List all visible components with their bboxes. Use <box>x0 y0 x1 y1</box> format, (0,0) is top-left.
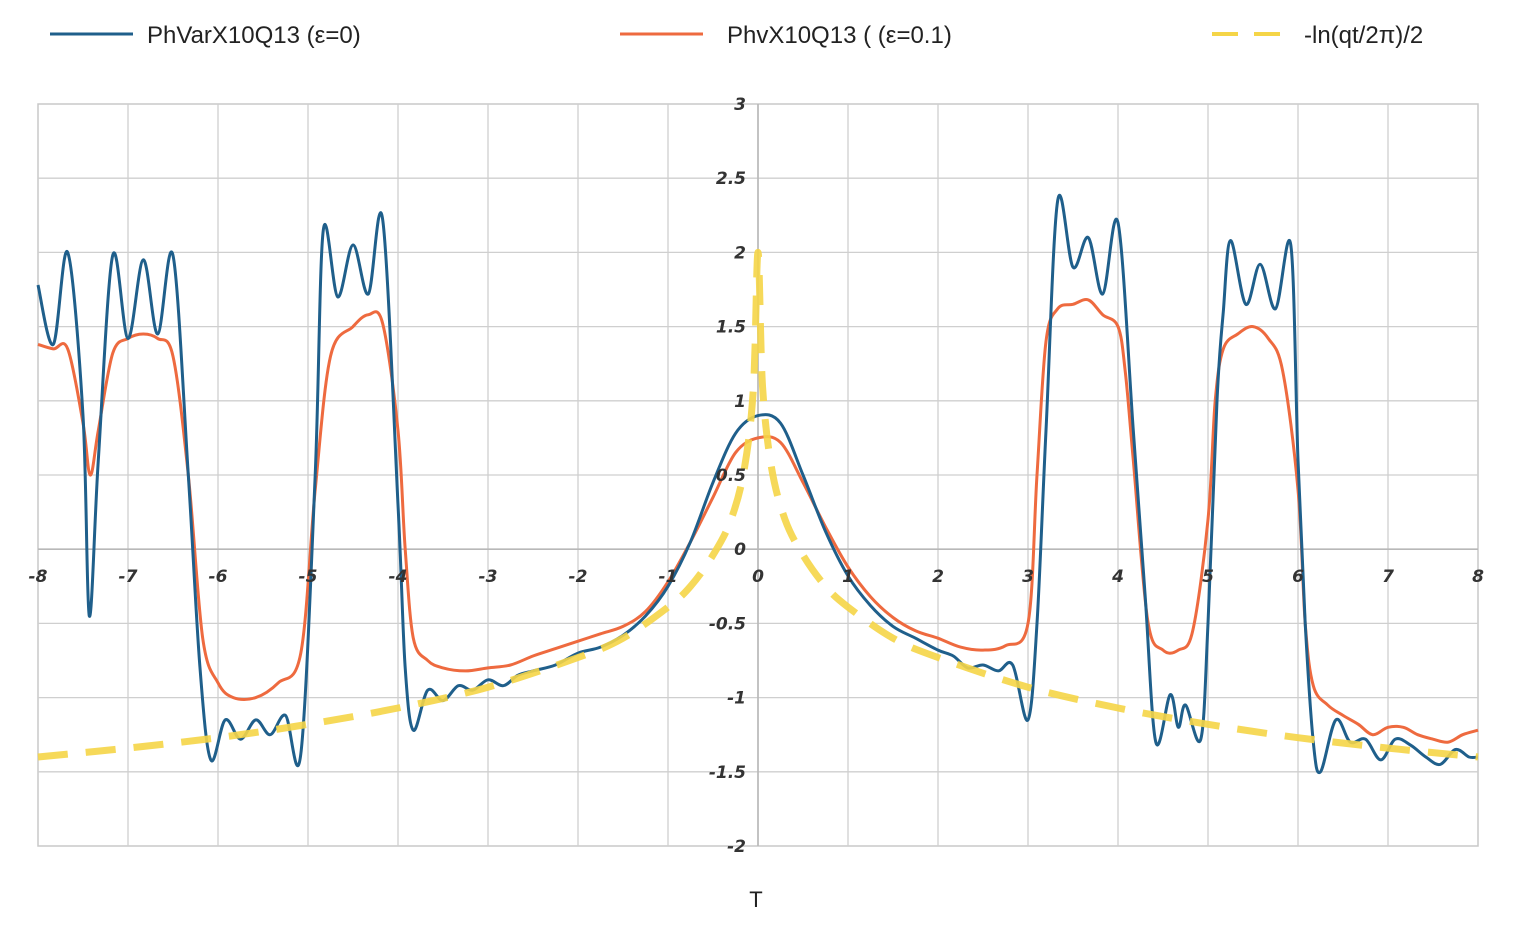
legend: PhVarX10Q13 (ε=0) PhvX10Q13 ( (ε=0.1) -l… <box>50 22 1423 49</box>
grid <box>38 104 1478 846</box>
series-line-phvar <box>36 194 1479 775</box>
x-tick-label: 4 <box>1111 567 1124 587</box>
x-tick-label: 7 <box>1382 567 1394 587</box>
x-tick-label: -2 <box>569 567 588 587</box>
x-tick-label: 0 <box>752 567 764 587</box>
y-tick-label: -1 <box>727 689 746 709</box>
x-tick-label: -8 <box>29 567 48 587</box>
y-tick-label: 1.5 <box>716 318 746 338</box>
y-tick-label: 3 <box>734 95 746 115</box>
x-tick-label: -4 <box>389 567 408 587</box>
x-tick-label: -3 <box>479 567 498 587</box>
y-tick-label: -1.5 <box>709 763 746 783</box>
x-tick-label: 6 <box>1292 567 1304 587</box>
x-tick-label: -5 <box>299 567 318 587</box>
y-tick-label: -2 <box>727 837 746 857</box>
x-tick-label: 5 <box>1202 567 1214 587</box>
series-line-ln <box>37 248 1479 761</box>
x-tick-label: -7 <box>119 567 138 587</box>
legend-item-phvar[interactable]: PhVarX10Q13 (ε=0) <box>50 22 361 49</box>
x-tick-label: 8 <box>1472 567 1484 587</box>
y-tick-label: -0.5 <box>709 614 746 634</box>
tick-labels: -8 -7 -6 -5 -4 -3 -2 -1 0 1 2 3 4 5 6 7 8 3 2.5 2 1.5 1 0.5 0 -0… <box>29 95 1485 857</box>
y-tick-label: 0.5 <box>716 466 746 486</box>
y-tick-label: 1 <box>734 392 746 412</box>
x-tick-label: 2 <box>932 567 944 587</box>
series-layer <box>36 194 1479 775</box>
y-tick-label: 2.5 <box>716 169 746 189</box>
x-tick-label: -6 <box>209 567 228 587</box>
legend-item-ln[interactable]: -ln(qt/2π)/2 <box>1212 22 1423 49</box>
x-tick-label: -1 <box>659 567 678 587</box>
legend-label-phv: PhvX10Q13 ( (ε=0.1) <box>727 22 952 49</box>
legend-label-phvar: PhVarX10Q13 (ε=0) <box>147 22 361 49</box>
y-tick-label: 0 <box>734 540 746 560</box>
x-axis-title: T <box>749 887 762 912</box>
legend-label-ln: -ln(qt/2π)/2 <box>1304 22 1423 49</box>
legend-item-phv[interactable]: PhvX10Q13 ( (ε=0.1) <box>620 22 952 49</box>
x-tick-label: 1 <box>842 567 854 587</box>
y-tick-label: 2 <box>734 243 746 263</box>
x-tick-label: 3 <box>1022 567 1034 587</box>
